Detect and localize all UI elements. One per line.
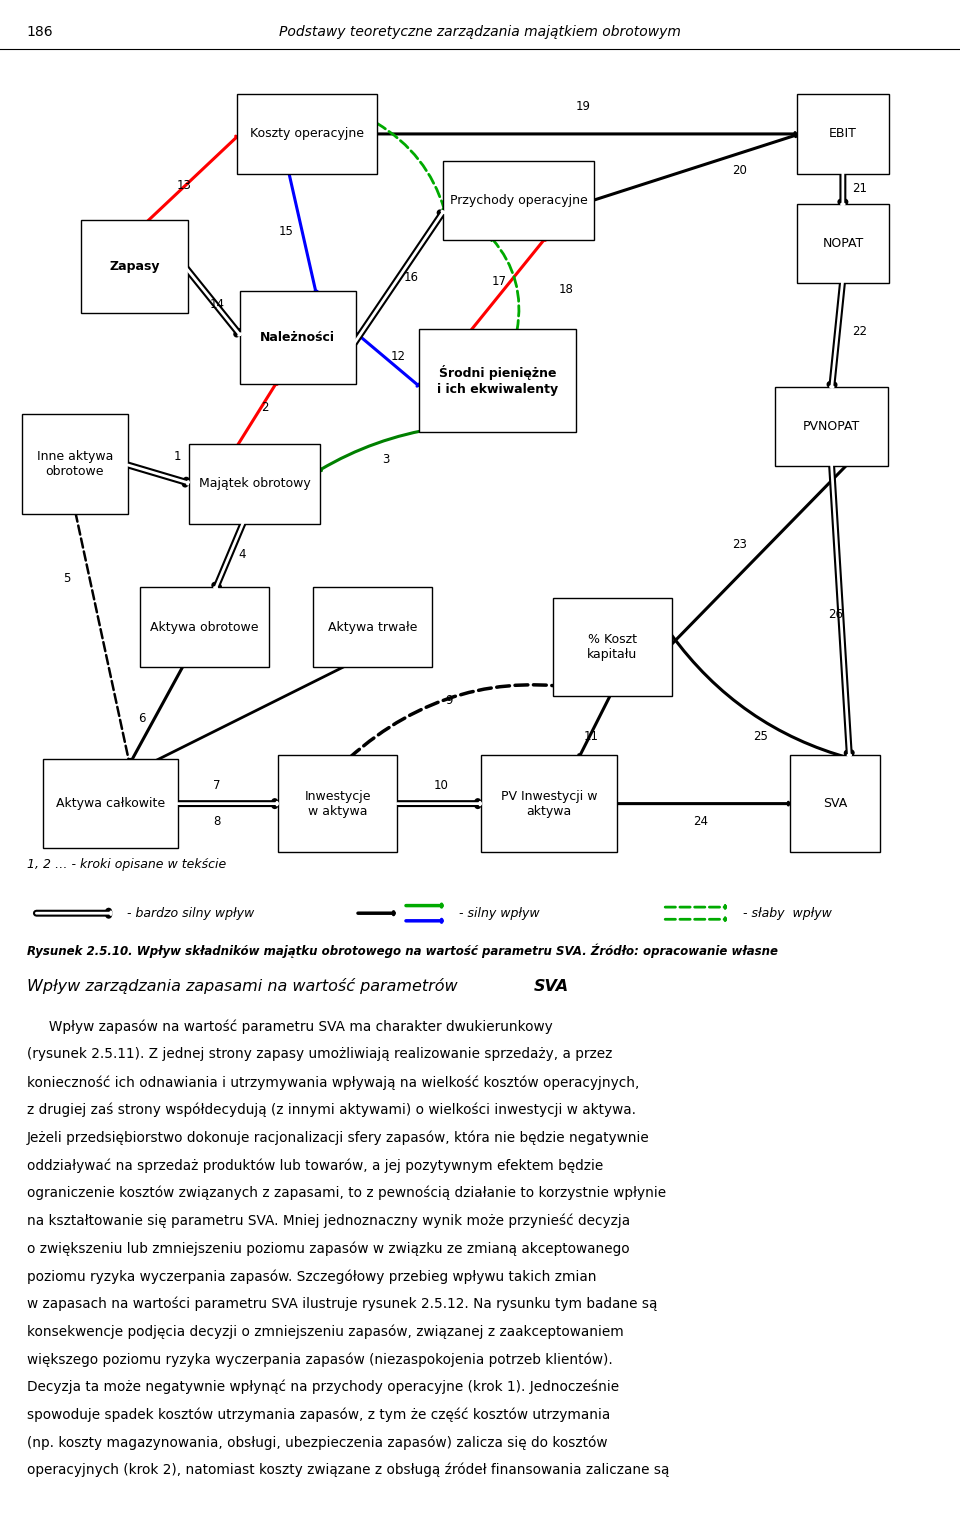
Text: Decyzja ta może negatywnie wpłynąć na przychody operacyjne (krok 1). Jednocześni: Decyzja ta może negatywnie wpłynąć na pr… [27, 1380, 619, 1394]
Text: 18: 18 [559, 283, 574, 295]
Text: 24: 24 [693, 816, 708, 828]
Text: % Koszt
kapitału: % Koszt kapitału [588, 633, 637, 661]
Text: PVNOPAT: PVNOPAT [803, 420, 860, 432]
Text: w zapasach na wartości parametru SVA ilustruje rysunek 2.5.12. Na rysunku tym ba: w zapasach na wartości parametru SVA ilu… [27, 1297, 658, 1312]
Text: 17: 17 [492, 275, 507, 288]
Text: 1, 2 … - kroki opisane w tekście: 1, 2 … - kroki opisane w tekście [27, 858, 227, 871]
FancyBboxPatch shape [82, 221, 188, 312]
Text: poziomu ryzyka wyczerpania zapasów. Szczegółowy przebieg wpływu takich zmian: poziomu ryzyka wyczerpania zapasów. Szcz… [27, 1269, 596, 1283]
Text: 11: 11 [584, 731, 599, 743]
FancyBboxPatch shape [797, 94, 889, 174]
Text: 7: 7 [213, 779, 221, 791]
Text: większego poziomu ryzyka wyczerpania zapasów (niezaspokojenia potrzeb klientów).: większego poziomu ryzyka wyczerpania zap… [27, 1352, 612, 1367]
Text: 6: 6 [138, 712, 146, 724]
Text: Aktywa obrotowe: Aktywa obrotowe [150, 621, 259, 633]
FancyBboxPatch shape [140, 587, 269, 667]
Text: z drugiej zaś strony współdecydują (z innymi aktywami) o wielkości inwestycji w : z drugiej zaś strony współdecydują (z in… [27, 1103, 636, 1117]
Text: EBIT: EBIT [828, 128, 857, 140]
Text: SVA: SVA [534, 979, 569, 994]
Text: 21: 21 [852, 183, 867, 195]
Text: (rysunek 2.5.11). Z jednej strony zapasy umożliwiają realizowanie sprzedaży, a p: (rysunek 2.5.11). Z jednej strony zapasy… [27, 1047, 612, 1061]
FancyBboxPatch shape [797, 204, 889, 283]
Text: - silny wpływ: - silny wpływ [459, 907, 540, 919]
Text: SVA: SVA [823, 798, 848, 810]
FancyBboxPatch shape [313, 587, 432, 667]
Text: 23: 23 [732, 539, 747, 551]
Text: Aktywa trwałe: Aktywa trwałe [327, 621, 418, 633]
Text: 8: 8 [213, 816, 221, 828]
Text: operacyjnych (krok 2), natomiast koszty związane z obsługą źródeł finansowania z: operacyjnych (krok 2), natomiast koszty … [27, 1463, 669, 1478]
Text: 10: 10 [434, 779, 449, 791]
Text: 26: 26 [828, 609, 843, 621]
Text: konsekwencje podjęcia decyzji o zmniejszeniu zapasów, związanej z zaakceptowanie: konsekwencje podjęcia decyzji o zmniejsz… [27, 1324, 624, 1339]
Text: spowoduje spadek kosztów utrzymania zapasów, z tym że część kosztów utrzymania: spowoduje spadek kosztów utrzymania zapa… [27, 1408, 611, 1422]
Text: 4: 4 [238, 548, 246, 560]
FancyBboxPatch shape [443, 161, 594, 240]
Text: Koszty operacyjne: Koszty operacyjne [251, 128, 364, 140]
Text: Inne aktywa
obrotowe: Inne aktywa obrotowe [36, 451, 113, 478]
Text: - słaby  wpływ: - słaby wpływ [743, 907, 832, 919]
FancyBboxPatch shape [189, 444, 320, 524]
Text: 19: 19 [575, 100, 590, 113]
Text: Wpływ zarządzania zapasami na wartość parametrów: Wpływ zarządzania zapasami na wartość pa… [27, 979, 463, 994]
Text: Rysunek 2.5.10. Wpływ składników majątku obrotowego na wartość parametru SVA. Źr: Rysunek 2.5.10. Wpływ składników majątku… [27, 944, 778, 959]
FancyBboxPatch shape [553, 598, 672, 696]
Text: Wpływ zapasów na wartość parametru SVA ma charakter dwukierunkowy: Wpływ zapasów na wartość parametru SVA m… [27, 1020, 553, 1035]
FancyBboxPatch shape [790, 755, 880, 852]
Text: 13: 13 [177, 180, 192, 192]
Text: oddziaływać na sprzedaż produktów lub towarów, a jej pozytywnym efektem będzie: oddziaływać na sprzedaż produktów lub to… [27, 1158, 603, 1173]
Text: Zapasy: Zapasy [109, 260, 159, 272]
Text: (np. koszty magazynowania, obsługi, ubezpieczenia zapasów) zalicza się do kosztó: (np. koszty magazynowania, obsługi, ubez… [27, 1435, 608, 1450]
Text: konieczność ich odnawiania i utrzymywania wpływają na wielkość kosztów operacyjn: konieczność ich odnawiania i utrzymywani… [27, 1075, 639, 1090]
Text: 1: 1 [174, 451, 181, 463]
Text: Przychody operacyjne: Przychody operacyjne [449, 195, 588, 207]
Text: NOPAT: NOPAT [823, 237, 863, 250]
Text: Należności: Należności [260, 332, 335, 344]
Text: 5: 5 [63, 572, 71, 584]
Text: 22: 22 [852, 326, 867, 338]
Text: 3: 3 [382, 454, 390, 466]
FancyBboxPatch shape [481, 755, 616, 852]
Text: ograniczenie kosztów związanych z zapasami, to z pewnością działanie to korzystn: ograniczenie kosztów związanych z zapasa… [27, 1186, 666, 1201]
FancyBboxPatch shape [278, 755, 397, 852]
Text: 9: 9 [445, 694, 453, 706]
Text: Aktywa całkowite: Aktywa całkowite [56, 798, 165, 810]
Text: o zwiększeniu lub zmniejszeniu poziomu zapasów w związku ze zmianą akceptowanego: o zwiększeniu lub zmniejszeniu poziomu z… [27, 1242, 630, 1256]
Text: na kształtowanie się parametru SVA. Mniej jednoznaczny wynik może przynieść decy: na kształtowanie się parametru SVA. Mnie… [27, 1213, 630, 1228]
Text: 14: 14 [209, 298, 225, 310]
Text: Jeżeli przedsiębiorstwo dokonuje racjonalizacji sfery zapasów, która nie będzie : Jeżeli przedsiębiorstwo dokonuje racjona… [27, 1131, 650, 1145]
Text: 2: 2 [261, 402, 269, 414]
Text: 12: 12 [391, 350, 406, 362]
Text: Podstawy teoretyczne zarządzania majątkiem obrotowym: Podstawy teoretyczne zarządzania majątki… [279, 24, 681, 40]
Text: Majątek obrotowy: Majątek obrotowy [199, 478, 310, 490]
Text: Środni pieniężne
i ich ekwiwalenty: Środni pieniężne i ich ekwiwalenty [437, 365, 558, 396]
Text: PV Inwestycji w
aktywa: PV Inwestycji w aktywa [501, 790, 597, 817]
FancyBboxPatch shape [419, 329, 576, 432]
Text: 25: 25 [753, 731, 768, 743]
FancyBboxPatch shape [237, 94, 377, 174]
FancyBboxPatch shape [775, 387, 888, 466]
Text: 20: 20 [732, 164, 747, 177]
Text: 16: 16 [403, 271, 419, 283]
FancyBboxPatch shape [42, 759, 178, 848]
Text: Inwestycje
w aktywa: Inwestycje w aktywa [304, 790, 372, 817]
FancyBboxPatch shape [22, 414, 129, 514]
Text: - bardzo silny wpływ: - bardzo silny wpływ [127, 907, 254, 919]
Text: 186: 186 [27, 24, 54, 40]
FancyBboxPatch shape [240, 292, 355, 384]
Text: 15: 15 [278, 225, 294, 237]
